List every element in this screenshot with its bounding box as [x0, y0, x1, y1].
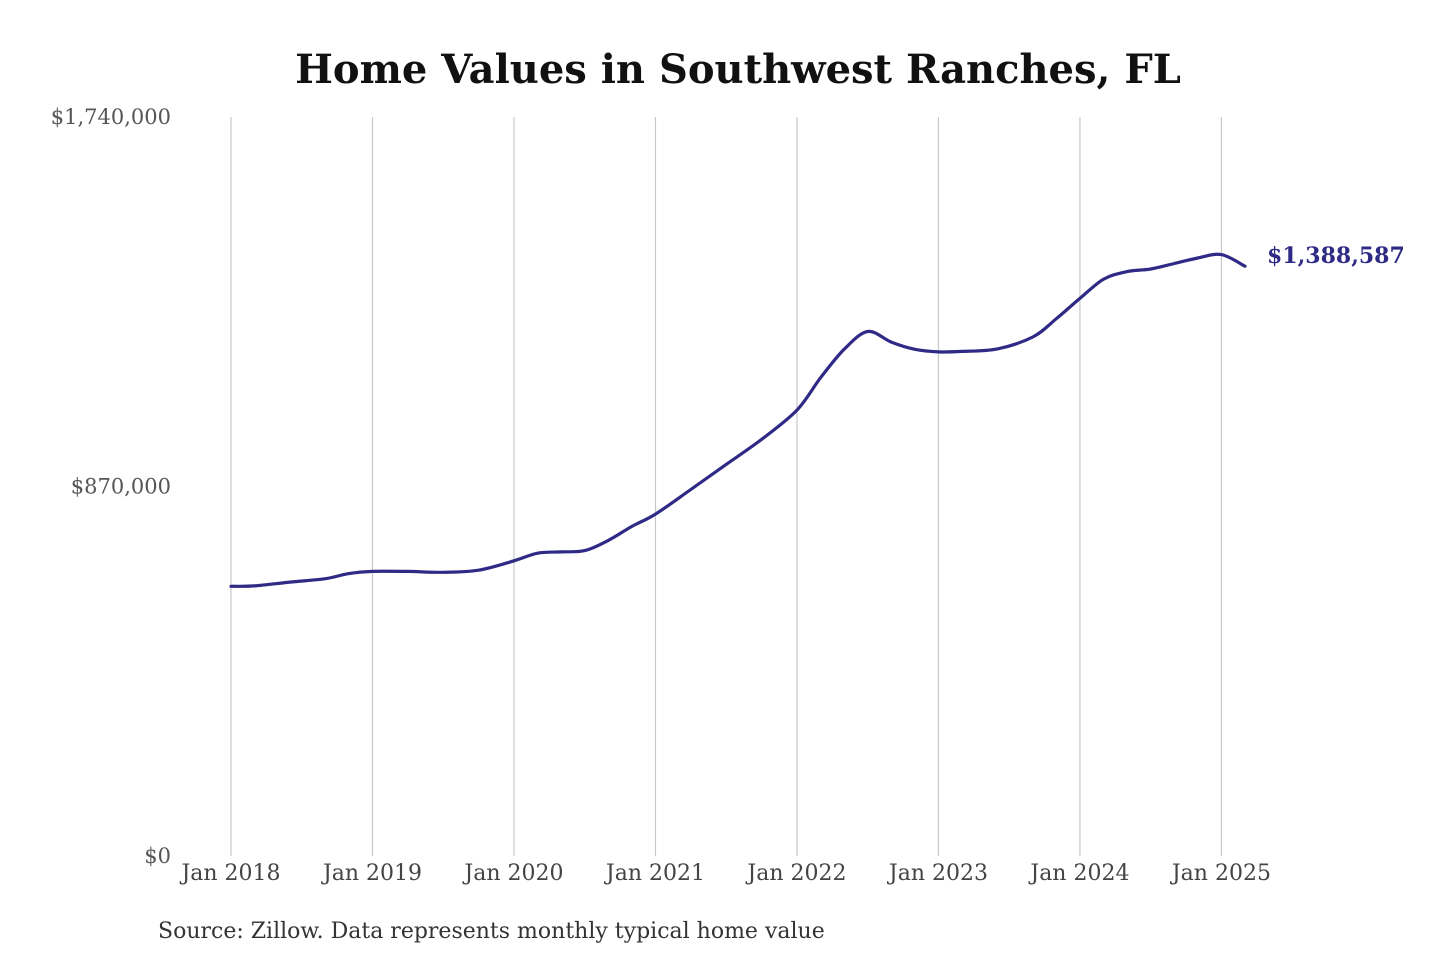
chart-title: Home Values in Southwest Ranches, FL: [295, 46, 1181, 93]
x-tick-label: Jan 2022: [745, 861, 846, 886]
x-tick-label: Jan 2020: [462, 861, 563, 886]
gridlines: [230, 117, 1223, 856]
x-tick-label: Jan 2018: [179, 861, 280, 886]
x-tick-label: Jan 2023: [887, 861, 988, 886]
x-tick-label: Jan 2025: [1170, 861, 1271, 886]
x-axis-tick-labels: Jan 2018 Jan 2019 Jan 2020 Jan 2021 Jan 2022…: [179, 861, 1271, 886]
x-tick-label: Jan 2019: [321, 861, 422, 886]
y-tick-label: $0: [144, 844, 171, 868]
y-axis-tick-labels: $0 $870,000 $1,740,000: [51, 105, 171, 868]
home-value-line: [229, 252, 1247, 588]
x-tick-label: Jan 2021: [604, 861, 705, 886]
y-tick-label: $1,740,000: [51, 105, 171, 129]
x-tick-label: Jan 2024: [1028, 861, 1129, 886]
source-note: Source: Zillow. Data represents monthly …: [158, 919, 825, 944]
latest-value-label: $1,388,587: [1267, 243, 1405, 269]
y-tick-label: $870,000: [71, 475, 171, 499]
